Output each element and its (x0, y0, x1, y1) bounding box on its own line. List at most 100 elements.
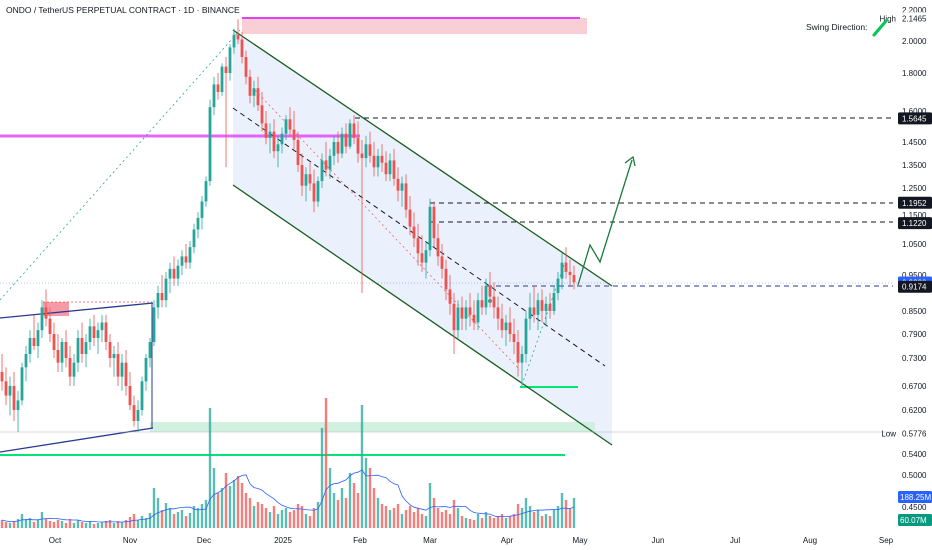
time-axis-label: Jul (730, 536, 740, 545)
volume-bar (344, 498, 348, 528)
volume-bar (8, 523, 12, 528)
candle (380, 144, 384, 172)
volume-bar (412, 512, 416, 528)
support-zone (150, 422, 595, 432)
volume-bar (28, 518, 32, 528)
price-tag-label: High (880, 14, 896, 23)
price-tags: 2.1465High1.56451.19521.12200.92900.9174… (880, 12, 932, 440)
volume-bar (144, 518, 148, 528)
candle (160, 275, 164, 308)
time-axis-label: Aug (803, 536, 817, 545)
candle (24, 346, 28, 382)
candle (288, 107, 292, 136)
volume-bar (108, 520, 112, 528)
candle (280, 127, 284, 154)
candle (456, 300, 460, 338)
candle (392, 148, 396, 186)
volume-bar (188, 513, 192, 528)
candle (32, 314, 36, 350)
time-axis-label: 2025 (274, 536, 292, 545)
volume-bar (404, 510, 408, 528)
time-axis-label: Mar (423, 536, 437, 545)
volume-bar (208, 408, 212, 528)
time-axis: Oct Nov Dec 2025 Feb Mar Apr May Jun Jul Aug Sep (49, 536, 894, 545)
volume-bar (472, 520, 476, 528)
candle (484, 278, 488, 315)
teal-dotted-trend (0, 29, 241, 301)
volume-bar (468, 519, 472, 528)
candle (264, 111, 268, 145)
candle (144, 354, 148, 391)
price-tag-value: 1.1220 (902, 219, 927, 228)
candle (184, 244, 188, 269)
volume-bar (232, 480, 236, 528)
candle (300, 153, 304, 197)
volume-bar (364, 458, 368, 528)
price-tag-value: 0.5776 (902, 429, 927, 438)
price-tag: 1.1952 (898, 196, 932, 209)
volume-bar (368, 468, 372, 528)
descending-channel-fill (233, 30, 612, 445)
volume-bar (460, 516, 464, 528)
volume-bar (276, 514, 280, 528)
volume-bar (196, 508, 200, 528)
candle (108, 334, 112, 368)
volume-bar (76, 520, 80, 528)
candle (212, 76, 216, 116)
volume-bar (484, 512, 488, 528)
volume-bar (280, 510, 284, 528)
volume-bar (220, 488, 224, 528)
candle (104, 314, 108, 350)
candle (352, 115, 356, 145)
candle (384, 151, 388, 182)
volume-bar (160, 510, 164, 528)
candle (100, 314, 104, 342)
volume-bar (268, 512, 272, 528)
candle (360, 139, 364, 293)
candle (564, 247, 568, 279)
volume-bars (0, 398, 576, 528)
price-tag: 0.9174 (898, 280, 932, 293)
volume-bar (452, 500, 456, 528)
volume-bar (64, 523, 68, 528)
volume-bar (328, 468, 332, 528)
time-axis-label: Sep (879, 536, 894, 545)
candle (388, 153, 392, 182)
candle (172, 256, 176, 286)
volume-bar (524, 498, 528, 528)
candle (120, 354, 124, 391)
candle (468, 293, 472, 327)
volume-tag: 60.07M (898, 514, 932, 526)
price-axis-label: 0.9500 (902, 271, 927, 280)
volume-bar (176, 512, 180, 528)
candle (156, 285, 160, 319)
volume-bar (216, 493, 220, 528)
navy-trendline-top (0, 302, 154, 319)
volume-bar (564, 500, 568, 528)
drawing-annotations (0, 17, 893, 456)
candle (260, 92, 264, 132)
candle (452, 293, 456, 354)
candle (424, 241, 428, 279)
candle (396, 167, 400, 202)
candle (64, 330, 68, 368)
volume-bar (296, 504, 300, 528)
candle (448, 275, 452, 315)
candle (408, 196, 412, 236)
volume-bar (164, 503, 168, 528)
volume-bar (512, 514, 516, 528)
volume-bar (252, 506, 256, 528)
candle (272, 119, 276, 159)
volume-bar (372, 488, 376, 528)
volume-bar (448, 514, 452, 528)
candle (68, 346, 72, 386)
volume-bar (376, 498, 380, 528)
volume-bar (356, 493, 360, 528)
volume-bar (224, 473, 228, 528)
price-axis-label: 2.2000 (902, 6, 927, 15)
candle (536, 293, 540, 331)
channel-mid-line (232, 107, 606, 367)
volume-bar (272, 506, 276, 528)
volume-bar (24, 519, 28, 528)
